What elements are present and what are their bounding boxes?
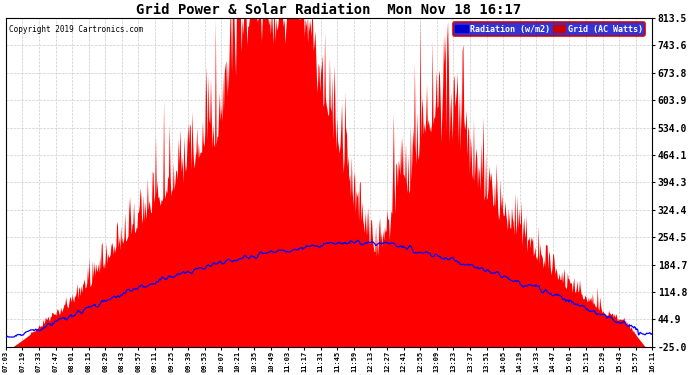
Title: Grid Power & Solar Radiation  Mon Nov 18 16:17: Grid Power & Solar Radiation Mon Nov 18 … xyxy=(137,3,522,17)
Legend: Radiation (w/m2), Grid (AC Watts): Radiation (w/m2), Grid (AC Watts) xyxy=(453,22,645,36)
Text: Copyright 2019 Cartronics.com: Copyright 2019 Cartronics.com xyxy=(9,24,143,33)
